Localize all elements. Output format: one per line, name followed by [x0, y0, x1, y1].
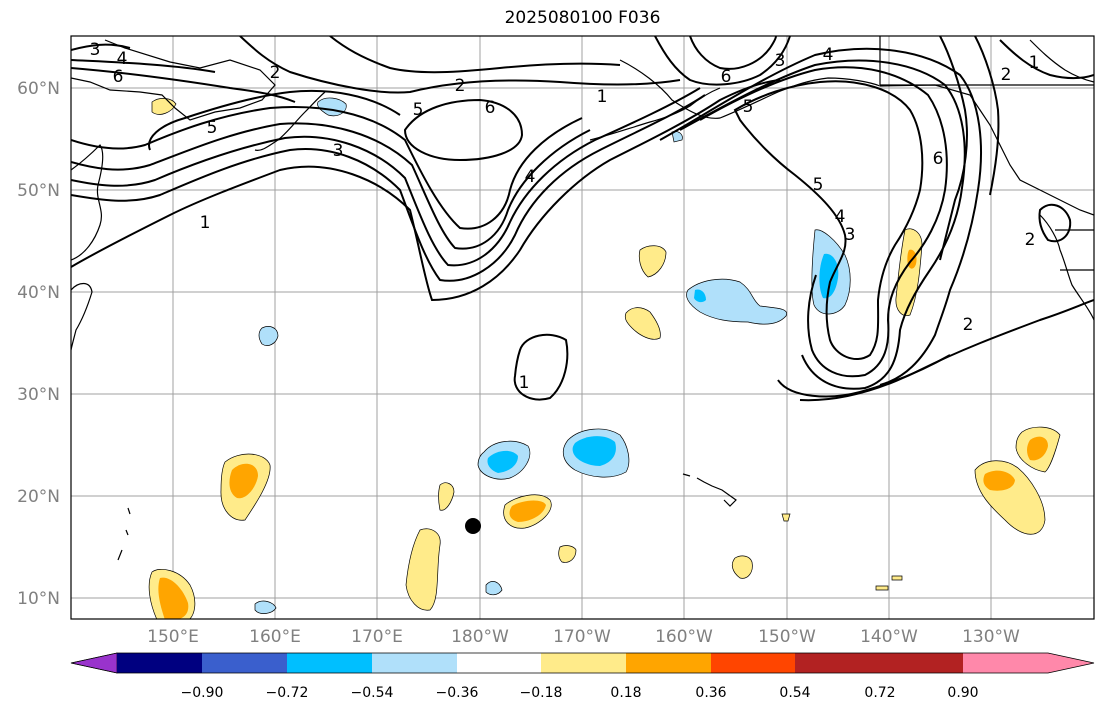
lon-label: 150°E — [147, 627, 199, 647]
colorbar-tick-label: −0.72 — [266, 685, 309, 701]
contour-label: 3 — [775, 51, 786, 71]
lon-label: 180°W — [451, 627, 509, 647]
lon-label: 160°E — [249, 627, 301, 647]
contour-label: 4 — [835, 207, 846, 227]
contour-label: 5 — [207, 118, 218, 138]
lat-label: 40°N — [17, 283, 60, 303]
contour-label: 5 — [743, 97, 754, 117]
colorbar-extend-low — [70, 652, 118, 674]
contour-label: 1 — [200, 213, 211, 233]
colorbar-segment — [541, 653, 626, 673]
anomaly-shading — [148, 97, 1061, 619]
storm-center-marker — [465, 518, 481, 534]
contour-label: 2 — [963, 315, 974, 335]
lat-label: 30°N — [17, 385, 60, 405]
colorbar-segment — [795, 653, 880, 673]
contour-label: 4 — [525, 167, 536, 187]
lon-label: 170°E — [351, 627, 403, 647]
contour-label: 5 — [413, 100, 424, 120]
colorbar-segment — [287, 653, 372, 673]
lon-label: 130°W — [962, 627, 1020, 647]
contour-label: 3 — [845, 225, 856, 245]
graticule — [71, 36, 1094, 619]
lat-label: 60°N — [17, 79, 60, 99]
colorbar-segment — [202, 653, 287, 673]
map-title: 2025080100 F036 — [504, 8, 661, 28]
colorbar-segment — [372, 653, 457, 673]
contour-label: 3 — [90, 40, 101, 60]
contour-label: 1 — [1029, 53, 1040, 73]
lat-label: 20°N — [17, 487, 60, 507]
contour-label: 6 — [485, 98, 496, 118]
contour-label: 4 — [823, 45, 834, 65]
colorbar-segment — [457, 653, 541, 673]
colorbar-tick-label: −0.90 — [181, 685, 224, 701]
colorbar-tick-label: 0.90 — [947, 685, 978, 701]
contour-label: 3 — [333, 141, 344, 161]
contour-label: 2 — [1001, 65, 1012, 85]
colorbar-segment — [711, 653, 795, 673]
lon-label: 160°W — [655, 627, 713, 647]
colorbar-outline — [70, 652, 1095, 674]
contour-label: 1 — [597, 87, 608, 107]
lon-label: 140°W — [860, 627, 918, 647]
contour-label: 2 — [1025, 230, 1036, 250]
lat-label: 50°N — [17, 181, 60, 201]
colorbar-segment — [117, 653, 202, 673]
latitude-labels: 60°N 50°N 40°N 30°N 20°N 10°N — [17, 79, 60, 609]
colorbar-tick-label: 0.18 — [610, 685, 641, 701]
colorbar-segment — [626, 653, 711, 673]
colorbar-tick-label: 0.72 — [864, 685, 895, 701]
colorbar-segment — [880, 653, 963, 673]
colorbar-tick-label: −0.18 — [520, 685, 563, 701]
contour-lines — [71, 36, 1094, 402]
colorbar-tick-label: 0.36 — [695, 685, 726, 701]
contour-label: 2 — [270, 63, 281, 83]
colorbar-tick-label: 0.54 — [779, 685, 810, 701]
lon-label: 170°W — [553, 627, 611, 647]
longitude-labels: 150°E 160°E 170°E 180°W 170°W 160°W 150°… — [147, 627, 1020, 647]
map-border — [70, 35, 1095, 620]
colorbar-extend-high — [963, 653, 1094, 673]
contour-label: 4 — [117, 49, 128, 69]
contour-label: 6 — [933, 149, 944, 169]
contour-label: 6 — [721, 67, 732, 87]
lon-label: 150°W — [758, 627, 816, 647]
colorbar-tick-label: −0.36 — [436, 685, 479, 701]
colorbar: −0.90 −0.72 −0.54 −0.36 −0.18 0.18 0.36 … — [70, 652, 1095, 701]
contour-label: 5 — [813, 175, 824, 195]
lat-label: 10°N — [17, 589, 60, 609]
colorbar-tick-label: −0.54 — [351, 685, 394, 701]
contour-label-group: 3 4 6 5 1 3 2 6 5 2 1 4 6 5 3 4 5 4 3 6 … — [90, 40, 1040, 393]
contour-label: 1 — [519, 373, 530, 393]
contour-label: 2 — [455, 76, 466, 96]
contour-label: 6 — [113, 67, 124, 87]
